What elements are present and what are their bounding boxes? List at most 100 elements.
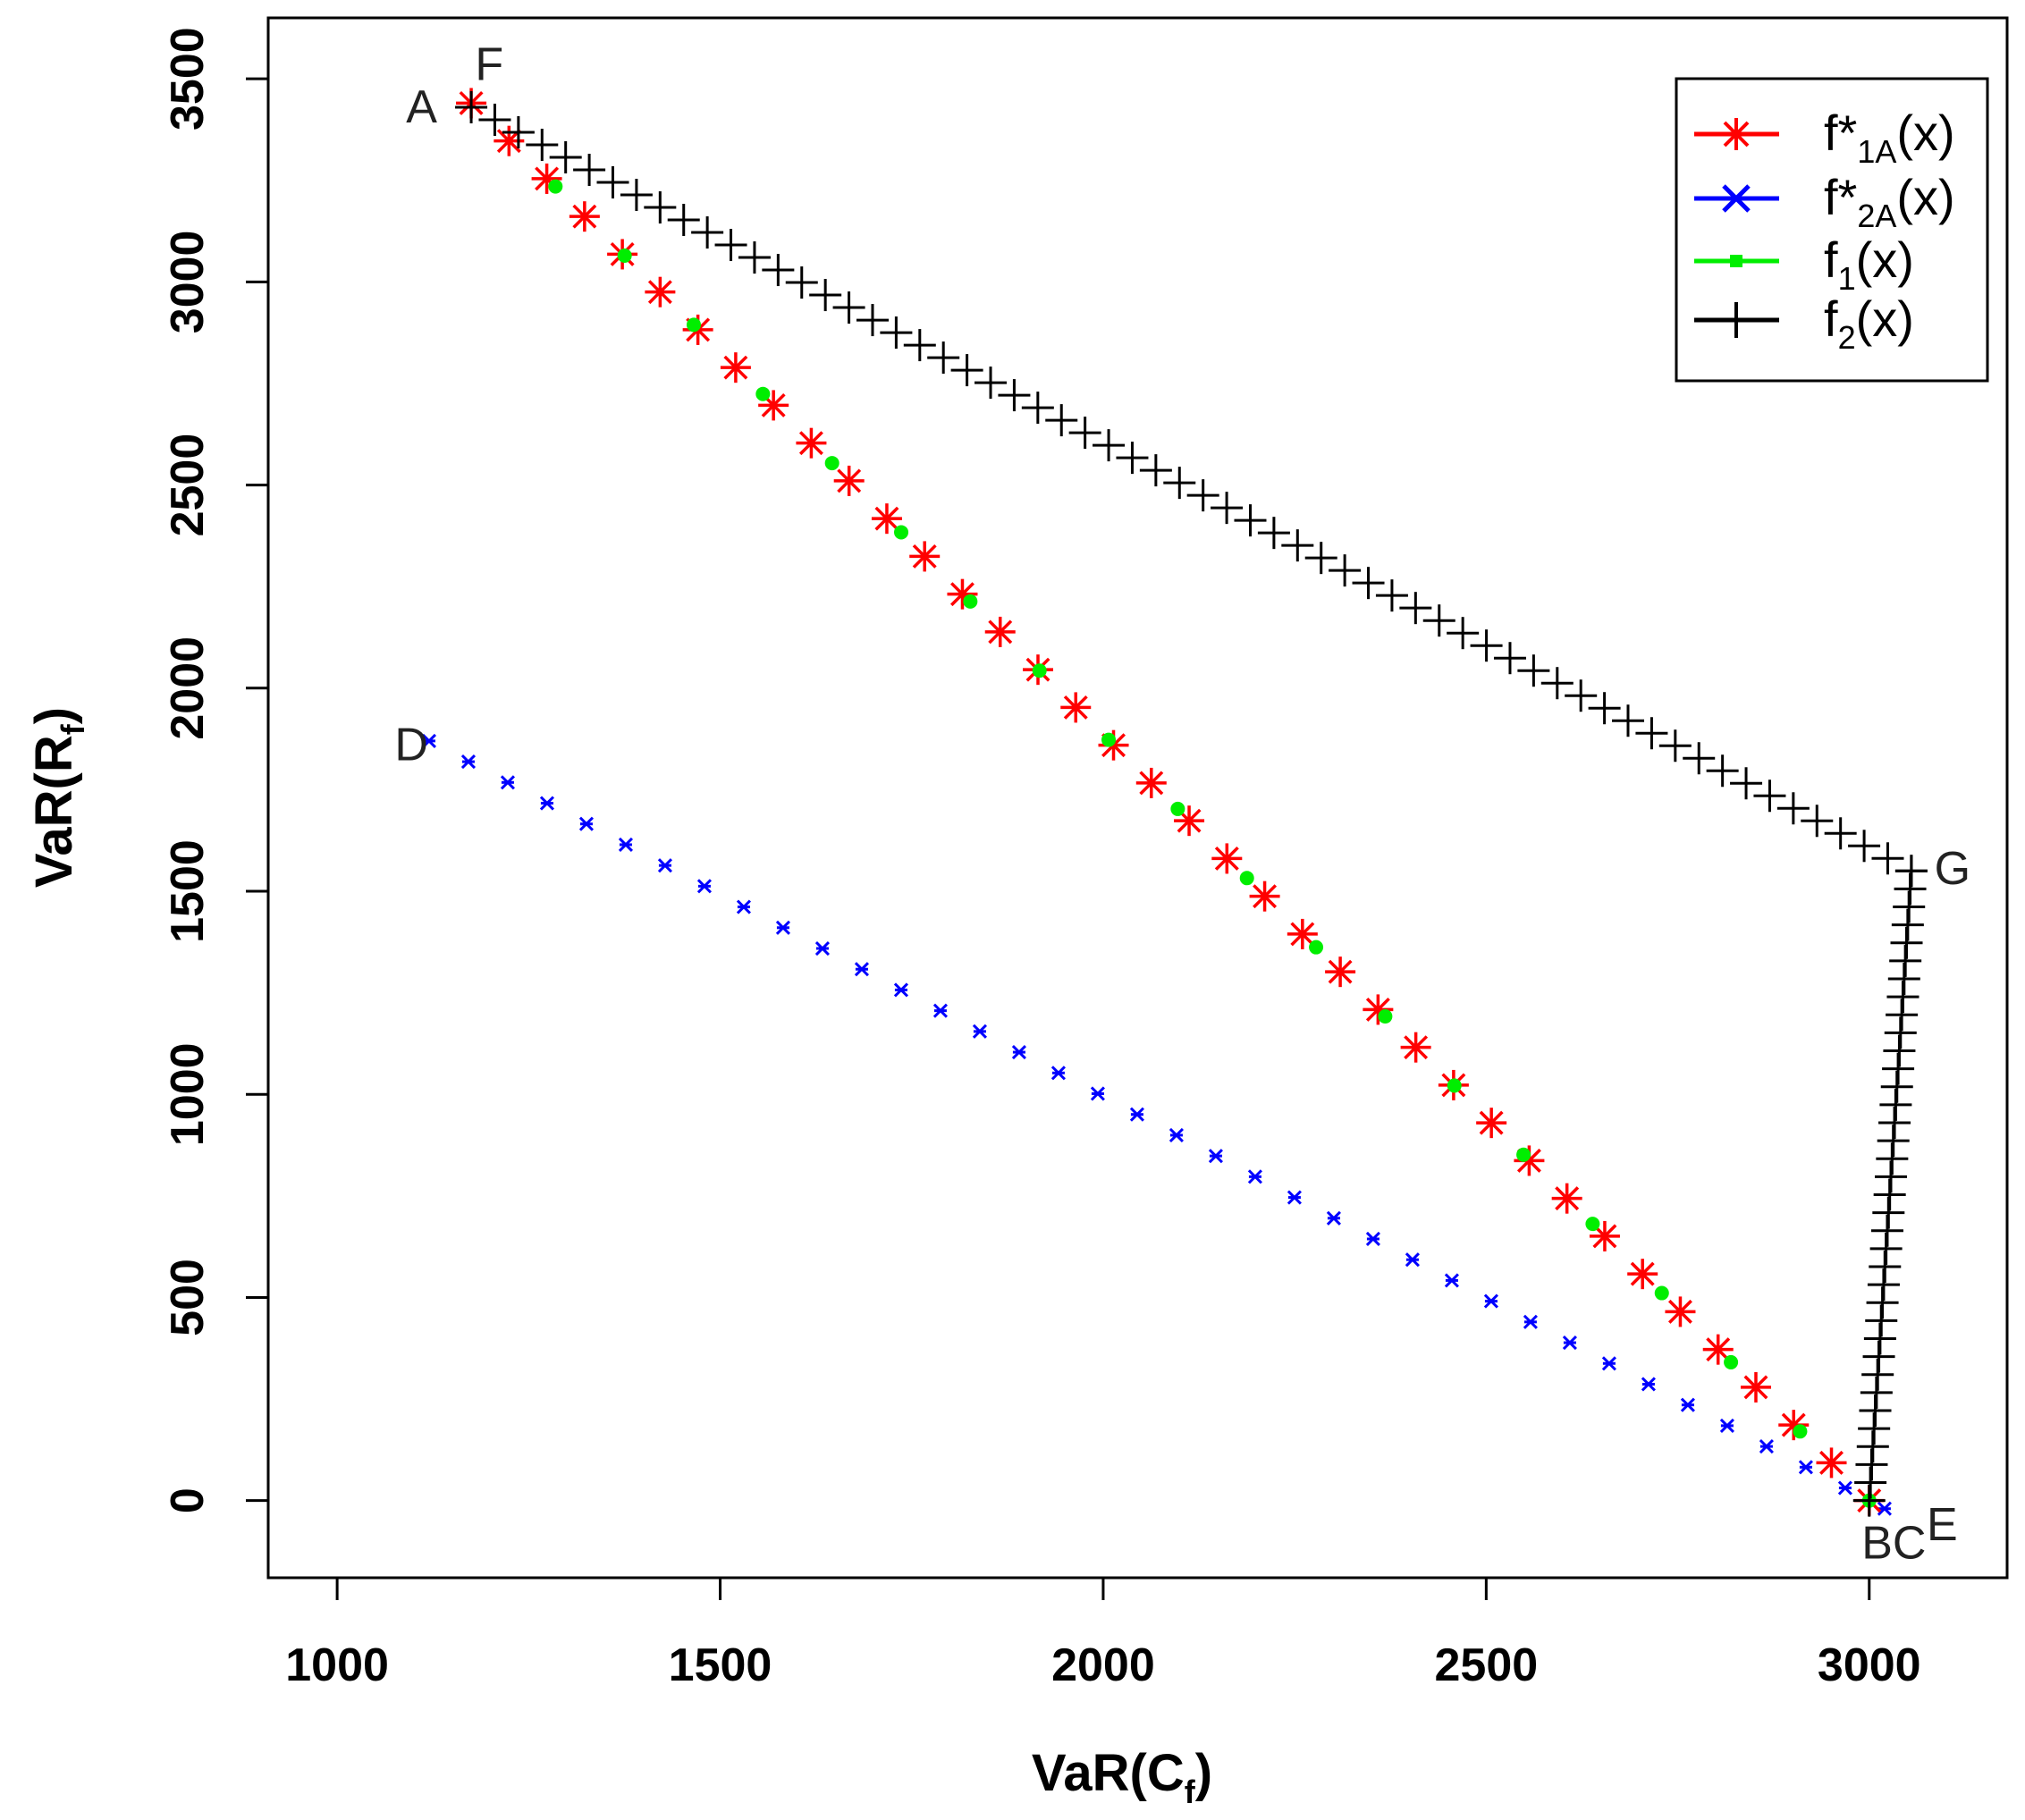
point-f2A <box>657 858 672 873</box>
point-f1 <box>1032 663 1047 678</box>
point-f2A <box>539 796 554 811</box>
point-f1A <box>947 578 978 610</box>
point-f1 <box>1239 871 1254 886</box>
point-f1 <box>1170 801 1185 816</box>
y-tick-label: 500 <box>162 1259 214 1336</box>
legend-label-f2A: f*2A(x) <box>1824 169 1955 234</box>
point-f1 <box>1309 939 1324 955</box>
point-f2A <box>854 962 869 977</box>
series-f2A <box>421 733 1892 1516</box>
point-f2 <box>667 204 700 237</box>
legend-marker-f2A <box>1722 184 1751 213</box>
point-f2 <box>644 191 677 224</box>
series-f1A <box>456 88 1885 1516</box>
point-f2 <box>691 216 724 249</box>
point-f1 <box>686 317 701 333</box>
point-f2A <box>736 899 751 914</box>
point-f2A <box>500 775 515 790</box>
x-axis-title: VaR(Cf) <box>1032 1744 1212 1810</box>
legend-entry-f2: f2(x) <box>1694 291 1914 356</box>
legend-marker-f1A <box>1720 118 1752 150</box>
point-f2 <box>573 154 606 187</box>
point-f1A <box>1476 1108 1507 1139</box>
point-f2 <box>1045 404 1078 437</box>
point-f2 <box>785 266 818 299</box>
point-f1A <box>1400 1032 1431 1063</box>
series-layer <box>421 88 1928 1517</box>
point-f1 <box>1447 1078 1462 1093</box>
point-f2A <box>972 1024 987 1039</box>
annotation-label: F <box>475 38 503 90</box>
point-f2 <box>1329 554 1362 587</box>
point-f2 <box>1517 654 1550 687</box>
point-f2 <box>455 90 488 123</box>
point-f2 <box>478 103 511 136</box>
point-f1A <box>1060 692 1092 723</box>
point-f2 <box>596 166 629 199</box>
point-f2 <box>1422 604 1455 637</box>
x-tick-label: 2500 <box>1435 1639 1539 1691</box>
x-tick-label: 3000 <box>1818 1639 1921 1691</box>
point-f2 <box>880 316 913 350</box>
point-f2 <box>1116 442 1149 475</box>
point-f2 <box>1753 779 1786 813</box>
point-f1A <box>1287 918 1318 949</box>
point-f1 <box>1793 1424 1808 1439</box>
annotation-label: D <box>394 719 428 771</box>
point-f2 <box>1776 792 1810 825</box>
point-f2A <box>1247 1169 1262 1184</box>
point-f2 <box>1281 529 1314 562</box>
legend: f*1A(x) f*2A(x) f1(x) f2(x) <box>1675 77 1989 383</box>
point-f2 <box>1730 767 1763 800</box>
point-f2 <box>1540 667 1574 700</box>
point-f2 <box>950 354 983 387</box>
x-tick-label: 2000 <box>1051 1639 1155 1691</box>
point-f1A <box>1665 1296 1696 1327</box>
point-f2 <box>549 140 582 173</box>
point-f1A <box>494 125 525 156</box>
point-f2 <box>526 128 559 161</box>
point-f2A <box>1129 1107 1144 1122</box>
point-f2A <box>1050 1066 1066 1081</box>
point-f2 <box>1211 492 1244 525</box>
x-tick-label: 1500 <box>669 1639 772 1691</box>
legend-label-f1: f1(x) <box>1824 232 1914 297</box>
point-f1A <box>871 503 902 535</box>
point-f2A <box>1719 1418 1734 1433</box>
annotation-label: E <box>1927 1499 1958 1551</box>
point-f1A <box>984 616 1016 647</box>
y-axis-title: VaR(Rf) <box>25 707 91 888</box>
point-f2 <box>502 115 535 148</box>
point-f1 <box>755 386 771 401</box>
point-f2 <box>1447 617 1480 650</box>
point-f2A <box>1798 1460 1813 1475</box>
legend-marker-f1 <box>1730 255 1742 267</box>
point-f1 <box>1724 1354 1739 1369</box>
point-f2 <box>927 341 960 375</box>
point-f2A <box>1601 1356 1616 1371</box>
point-f2 <box>1706 754 1739 788</box>
point-f2 <box>1588 692 1621 725</box>
point-f1A <box>1551 1183 1582 1214</box>
point-f2A <box>1365 1231 1380 1247</box>
point-f2A <box>932 1003 948 1018</box>
y-tick-label: 1500 <box>162 839 214 943</box>
point-f2 <box>1068 417 1101 450</box>
point-f1A <box>645 276 676 308</box>
point-f1A <box>1702 1334 1734 1365</box>
point-f1A <box>1740 1371 1771 1403</box>
point-f1A <box>1135 767 1167 798</box>
point-f2A <box>1011 1045 1026 1060</box>
point-f2 <box>1304 542 1337 575</box>
point-f2A <box>775 920 790 935</box>
point-f2 <box>762 254 795 287</box>
point-f2 <box>1093 429 1126 462</box>
point-f1A <box>1249 881 1280 912</box>
point-f2 <box>1612 704 1645 737</box>
point-f2 <box>1635 717 1668 750</box>
point-f2 <box>1824 817 1857 850</box>
point-f2 <box>1399 592 1432 625</box>
legend-entry-f1: f1(x) <box>1694 232 1914 297</box>
point-f2 <box>738 241 771 274</box>
